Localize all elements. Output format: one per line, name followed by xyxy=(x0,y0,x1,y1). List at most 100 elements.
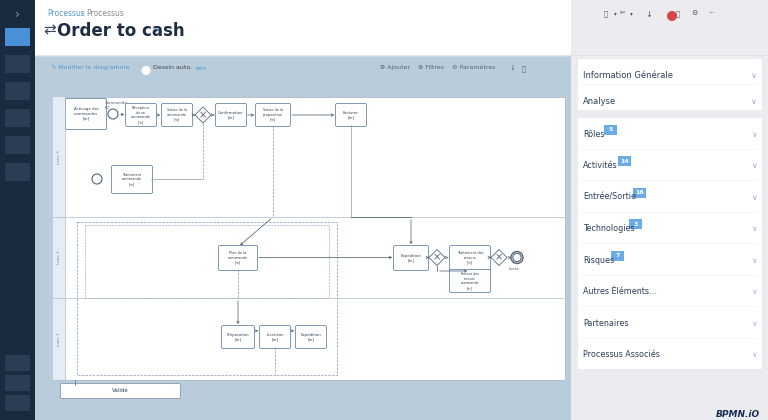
Text: Saisie de la
proposition
[m]: Saisie de la proposition [m] xyxy=(263,108,283,122)
Text: beta: beta xyxy=(195,66,207,71)
Bar xyxy=(577,58,762,110)
Text: Saisie de la
commande
[m]: Saisie de la commande [m] xyxy=(167,108,187,122)
Text: Livrée: Livrée xyxy=(509,267,520,270)
FancyBboxPatch shape xyxy=(449,270,491,292)
Text: 5: 5 xyxy=(608,127,613,132)
Text: ∨: ∨ xyxy=(751,319,756,328)
FancyBboxPatch shape xyxy=(125,103,157,126)
Text: 3: 3 xyxy=(634,222,638,227)
FancyBboxPatch shape xyxy=(256,103,290,126)
Bar xyxy=(604,125,617,134)
Text: Préparation
[m]: Préparation [m] xyxy=(227,333,250,341)
Bar xyxy=(35,56,571,94)
Text: ✎ Modifier le diagramme: ✎ Modifier le diagramme xyxy=(51,65,130,71)
Polygon shape xyxy=(195,107,211,123)
Text: ∨: ∨ xyxy=(751,161,756,170)
Text: ×: × xyxy=(199,110,207,120)
Text: Dessin auto.: Dessin auto. xyxy=(153,65,192,70)
Text: Entrée/Sortie: Entrée/Sortie xyxy=(583,193,636,202)
Bar xyxy=(611,251,624,260)
Text: Lane 1: Lane 1 xyxy=(57,332,61,346)
FancyBboxPatch shape xyxy=(336,103,366,126)
Text: Traitement
commande
[m]: Traitement commande [m] xyxy=(122,173,142,186)
Text: Processus: Processus xyxy=(87,9,124,18)
Bar xyxy=(85,225,329,298)
Circle shape xyxy=(513,253,521,262)
FancyBboxPatch shape xyxy=(393,246,429,270)
FancyBboxPatch shape xyxy=(260,326,290,349)
Bar xyxy=(5,163,30,181)
Bar xyxy=(618,156,631,166)
Text: ∨: ∨ xyxy=(751,71,757,80)
Text: ×: × xyxy=(495,252,503,262)
Text: Livraison
[m]: Livraison [m] xyxy=(266,333,284,341)
Polygon shape xyxy=(491,249,507,265)
Text: ⊗ Filtres: ⊗ Filtres xyxy=(418,65,444,70)
Text: ∨: ∨ xyxy=(751,287,756,296)
Text: Retour des
retours
commande
[m]: Retour des retours commande [m] xyxy=(461,272,479,290)
Text: Lane 2: Lane 2 xyxy=(57,251,61,264)
Bar xyxy=(53,97,565,380)
Bar xyxy=(5,82,30,100)
Bar xyxy=(577,117,762,369)
Bar xyxy=(35,0,768,55)
Text: ∨: ∨ xyxy=(751,256,756,265)
Text: Traitement des
retours
[m]: Traitement des retours [m] xyxy=(457,252,483,265)
Text: 7: 7 xyxy=(615,253,620,258)
Circle shape xyxy=(92,174,102,184)
FancyBboxPatch shape xyxy=(219,246,257,270)
Bar xyxy=(53,97,65,380)
Bar xyxy=(5,55,30,73)
FancyBboxPatch shape xyxy=(660,6,733,26)
Text: Risques: Risques xyxy=(583,256,614,265)
Text: 14: 14 xyxy=(621,159,629,164)
FancyBboxPatch shape xyxy=(296,326,326,349)
Text: ⚙ Paramètres: ⚙ Paramètres xyxy=(452,65,495,70)
Circle shape xyxy=(141,66,151,75)
Circle shape xyxy=(108,109,118,119)
Text: ⤢: ⤢ xyxy=(522,65,526,71)
Text: ∨: ∨ xyxy=(751,97,757,106)
Text: ⬜: ⬜ xyxy=(604,10,608,17)
FancyBboxPatch shape xyxy=(111,165,153,194)
Text: BPMN.iO: BPMN.iO xyxy=(716,410,760,419)
Text: Expédition
[m]: Expédition [m] xyxy=(300,333,322,341)
Text: ∨: ∨ xyxy=(751,193,756,202)
Text: ▾: ▾ xyxy=(614,11,617,16)
Text: Plan de la
commande
[m]: Plan de la commande [m] xyxy=(228,252,248,265)
Text: 16: 16 xyxy=(635,190,644,195)
Text: Activage des
commandes
[m]: Activage des commandes [m] xyxy=(74,108,98,121)
Text: Activités: Activités xyxy=(583,161,617,170)
Circle shape xyxy=(667,11,677,21)
Text: ⇄: ⇄ xyxy=(43,22,56,37)
Text: ···: ··· xyxy=(708,10,715,16)
Text: Processus Associés: Processus Associés xyxy=(583,350,660,359)
Bar xyxy=(5,395,30,411)
Text: Analyse: Analyse xyxy=(583,97,616,106)
FancyBboxPatch shape xyxy=(45,61,127,79)
Bar xyxy=(571,0,768,420)
Text: ⚙: ⚙ xyxy=(691,10,697,16)
Text: ·: · xyxy=(154,22,161,40)
Text: ↓: ↓ xyxy=(510,65,516,71)
Text: Information Générale: Information Générale xyxy=(583,71,673,80)
Text: Validé: Validé xyxy=(112,388,129,394)
Text: Facturer
[m]: Facturer [m] xyxy=(343,111,359,119)
FancyBboxPatch shape xyxy=(161,103,193,126)
Text: Confirmation
[m]: Confirmation [m] xyxy=(218,111,243,119)
FancyBboxPatch shape xyxy=(61,383,180,399)
FancyBboxPatch shape xyxy=(193,63,210,74)
Bar xyxy=(5,136,30,154)
FancyBboxPatch shape xyxy=(221,326,254,349)
Bar xyxy=(0,0,35,420)
Text: Processus: Processus xyxy=(47,9,85,18)
Text: ↓: ↓ xyxy=(645,10,652,19)
Polygon shape xyxy=(429,249,445,265)
Text: ✂: ✂ xyxy=(620,10,626,16)
FancyBboxPatch shape xyxy=(598,6,637,26)
Text: Rôles: Rôles xyxy=(583,130,604,139)
Text: Lane 3: Lane 3 xyxy=(57,150,61,164)
Text: Autres Éléments...: Autres Éléments... xyxy=(583,287,657,296)
Text: Commande
PO: Commande PO xyxy=(105,101,127,110)
Bar xyxy=(132,66,150,75)
